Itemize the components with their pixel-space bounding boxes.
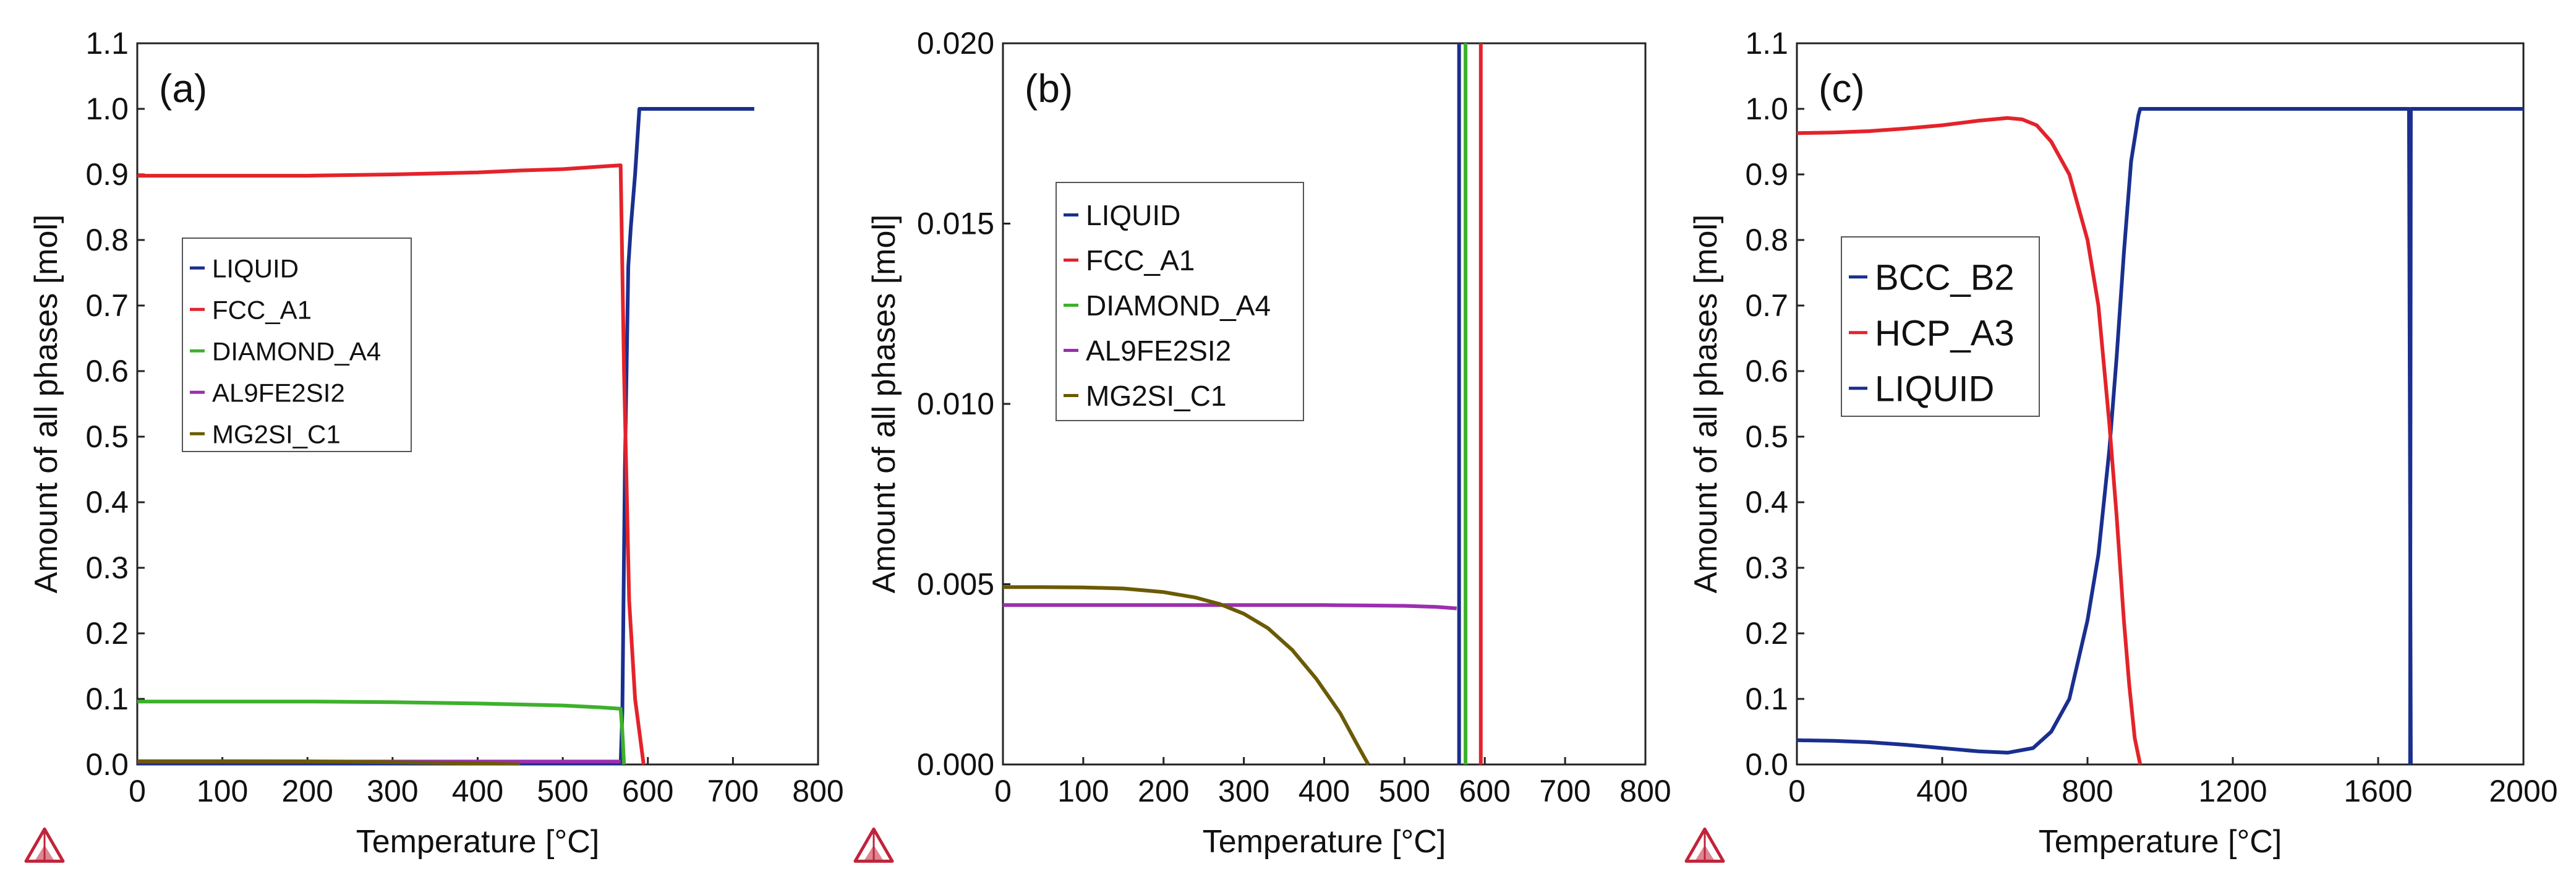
y-tick-label: 0.005 <box>917 567 994 602</box>
legend-label-liquid: LIQUID <box>1086 199 1180 231</box>
y-tick-label: 0.3 <box>1745 550 1788 585</box>
y-tick-label: 0.010 <box>917 387 994 421</box>
series-line-mg2si-c1 <box>137 759 521 765</box>
x-tick-label: 200 <box>1138 774 1189 808</box>
panel-label: (a) <box>159 66 207 111</box>
legend-label-liquid: LIQUID <box>212 254 299 283</box>
y-tick-label: 0.8 <box>1745 223 1788 257</box>
legend-label-hcp-a3: HCP_A3 <box>1875 314 2015 354</box>
y-axis-title: Amount of all phases [mol] <box>866 215 902 594</box>
legend-label-fcc-a1: FCC_A1 <box>1086 244 1195 276</box>
x-tick-label: 100 <box>197 774 248 808</box>
y-tick-label: 0.7 <box>1745 288 1788 323</box>
legend-label-fcc-a1: FCC_A1 <box>212 295 312 324</box>
x-tick-label: 800 <box>792 774 843 808</box>
y-tick-label: 0.2 <box>1745 616 1788 651</box>
x-tick-label: 600 <box>1459 774 1511 808</box>
y-tick-label: 0.020 <box>917 26 994 61</box>
legend-box <box>1056 182 1304 421</box>
legend-box <box>1841 236 2040 417</box>
y-tick-label: 0.5 <box>85 419 129 454</box>
y-tick-label: 0.1 <box>85 682 129 716</box>
legend-label-al9fe2si2: AL9FE2SI2 <box>212 378 345 407</box>
y-tick-label: 0.2 <box>85 616 129 651</box>
y-tick-label: 1.0 <box>85 92 129 126</box>
y-tick-label: 0.015 <box>917 207 994 241</box>
logo-icon <box>1684 827 1725 863</box>
logo-icon <box>24 827 65 863</box>
y-tick-label: 0.3 <box>85 550 129 585</box>
legend-label-bcc-b2: BCC_B2 <box>1875 258 2015 298</box>
panel-label: (c) <box>1819 66 1865 111</box>
y-tick-label: 0.5 <box>1745 419 1788 454</box>
series-line-diamond-a4 <box>137 700 626 765</box>
x-tick-label: 600 <box>622 774 673 808</box>
chart-panel-b: 0 100 200 300 400 500 600 700 800 0.000 0.005 0.010… <box>853 26 1671 863</box>
chart-panel-c: 0 400 800 1200 1600 2000 0.0 0.1 0.2 0.3 0.4 0.5 0.6… <box>1684 26 2558 863</box>
x-tick-label: 2000 <box>2489 774 2557 808</box>
x-tick-label: 500 <box>1379 774 1430 808</box>
x-tick-label: 400 <box>452 774 503 808</box>
x-tick-label: 800 <box>2062 774 2113 808</box>
x-tick-label: 200 <box>282 774 333 808</box>
x-tick-label: 0 <box>129 774 146 808</box>
y-tick-label: 0.9 <box>1745 157 1788 192</box>
legend-label-liquid: LIQUID <box>1875 369 1994 409</box>
x-axis-title: Temperature [°C] <box>1203 824 1446 860</box>
x-tick-label: 300 <box>1218 774 1269 808</box>
x-tick-label: 1200 <box>2198 774 2267 808</box>
y-tick-label: 1.1 <box>1745 26 1788 61</box>
y-tick-label: 0.6 <box>1745 354 1788 388</box>
logo-icon <box>853 827 894 863</box>
legend-label-mg2si-c1: MG2SI_C1 <box>1086 380 1227 412</box>
x-axis-title: Temperature [°C] <box>356 824 600 860</box>
panel-label: (b) <box>1025 66 1073 111</box>
x-tick-label: 100 <box>1057 774 1109 808</box>
y-tick-label: 1.0 <box>1745 92 1788 126</box>
y-tick-label: 0.000 <box>917 747 994 782</box>
legend-label-diamond-a4: DIAMOND_A4 <box>1086 289 1271 322</box>
x-tick-label: 800 <box>1619 774 1671 808</box>
y-tick-label: 0.4 <box>85 485 129 520</box>
y-tick-label: 0.8 <box>85 223 129 257</box>
x-axis-title: Temperature [°C] <box>2039 824 2282 860</box>
series-line-hcp-a3 <box>1797 116 2143 765</box>
legend-label-diamond-a4: DIAMOND_A4 <box>212 336 381 366</box>
series-line-fcc-a1 <box>137 163 646 765</box>
y-axis-title: Amount of all phases [mol] <box>28 215 64 594</box>
y-tick-label: 0.9 <box>85 157 129 192</box>
chart-panel-a: 0 100 200 300 400 500 600 700 800 0.0 0.1 0.2 0.3 0.4… <box>24 26 844 863</box>
x-tick-label: 400 <box>1299 774 1350 808</box>
y-tick-label: 0.6 <box>85 354 129 388</box>
series-line-liquid <box>2408 107 2523 765</box>
y-axis-title: Amount of all phases [mol] <box>1688 215 1724 594</box>
legend-label-al9fe2si2: AL9FE2SI2 <box>1086 335 1231 367</box>
series-group <box>1003 43 1483 765</box>
series-group <box>1797 107 2523 765</box>
x-tick-label: 300 <box>367 774 418 808</box>
x-tick-label: 0 <box>994 774 1012 808</box>
x-tick-label: 1600 <box>2344 774 2412 808</box>
y-tick-label: 0.0 <box>1745 747 1788 782</box>
legend-box <box>182 238 412 452</box>
y-tick-label: 0.0 <box>85 747 129 782</box>
y-tick-label: 1.1 <box>85 26 129 61</box>
y-tick-label: 0.1 <box>1745 682 1788 716</box>
series-line-mg2si-c1 <box>1003 585 1370 765</box>
y-tick-label: 0.4 <box>1745 485 1788 520</box>
legend-label-mg2si-c1: MG2SI_C1 <box>212 419 341 448</box>
series-line-al9fe2si2 <box>1003 603 1457 610</box>
y-tick-label: 0.7 <box>85 288 129 323</box>
x-tick-label: 500 <box>537 774 588 808</box>
x-tick-label: 700 <box>707 774 759 808</box>
x-tick-label: 0 <box>1788 774 1806 808</box>
series-group <box>137 107 754 765</box>
x-tick-label: 400 <box>1916 774 1968 808</box>
series-line-bcc-b2 <box>1797 107 2413 765</box>
x-tick-label: 700 <box>1539 774 1590 808</box>
